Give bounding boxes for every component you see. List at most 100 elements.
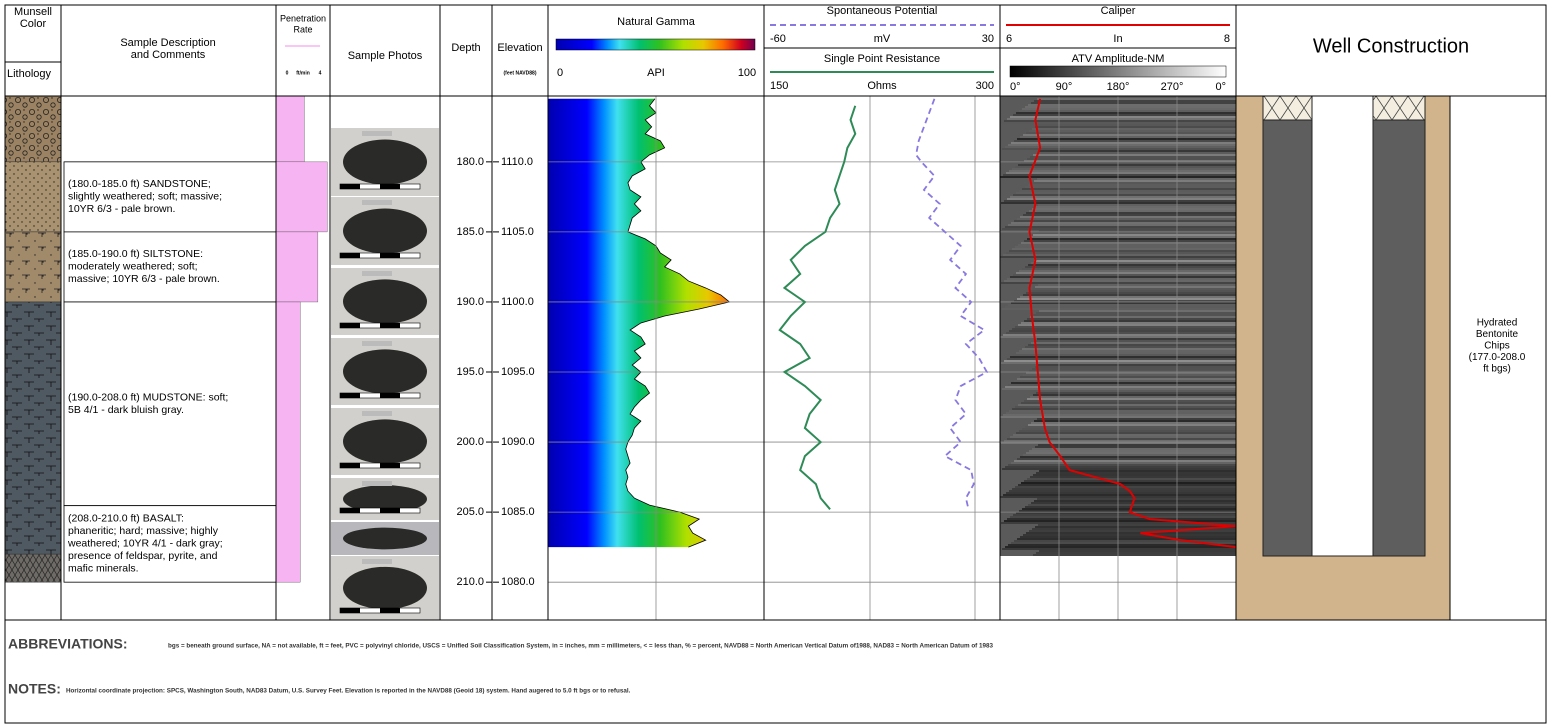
atv-stripe	[1010, 436, 1246, 438]
description-line: slightly weathered; soft; massive;	[68, 191, 222, 203]
atv-stripe	[1025, 426, 1261, 428]
atv-stripe	[1022, 348, 1258, 350]
well-annotation: Bentonite	[1476, 329, 1519, 340]
header-depth: Depth	[451, 42, 480, 54]
gamma-fill	[548, 99, 729, 547]
atv-stripe	[1015, 326, 1251, 328]
atv-stripe	[1033, 234, 1269, 236]
atv-stripe	[1010, 276, 1246, 278]
photo-label	[362, 131, 392, 136]
notes-text: Horizontal coordinate projection: SPCS, …	[66, 688, 631, 695]
atv-stripe	[1023, 214, 1259, 216]
pen-rate-bar	[276, 96, 304, 162]
sample-photo-rock	[343, 279, 427, 323]
atv-stripe	[1006, 492, 1242, 494]
atv-stripe	[1016, 352, 1252, 354]
surface-seal-hatch	[1373, 96, 1425, 120]
header-munsell: Munsell	[14, 6, 52, 18]
atv-stripe	[1029, 290, 1265, 292]
atv-stripe	[1032, 448, 1268, 450]
atv-stripe	[1031, 422, 1267, 424]
atv-stripe	[1012, 248, 1248, 250]
atv-stripe	[1023, 374, 1259, 376]
atv-stripe	[1027, 318, 1263, 320]
atv-stripe	[1003, 174, 1239, 176]
atv-stripe	[1003, 494, 1239, 496]
gamma-min: 0	[557, 67, 563, 79]
atv-stripe	[1017, 538, 1253, 540]
atv-stripe	[1005, 226, 1241, 228]
atv-stripe	[1034, 180, 1270, 182]
resistance-units: Ohms	[867, 80, 897, 92]
casing-right	[1373, 96, 1425, 556]
atv-stripe	[1027, 398, 1263, 400]
header-pen-rate: Penetration	[280, 13, 326, 23]
atv-stripe	[1012, 488, 1248, 490]
atv-stripe	[1025, 106, 1261, 108]
description-line: 10YR 6/3 - pale brown.	[68, 203, 175, 215]
depth-tick-label: 200.0	[456, 436, 484, 448]
atv-stripe	[1005, 306, 1241, 308]
atv-stripe	[1012, 328, 1248, 330]
atv-stripe	[1022, 508, 1258, 510]
atv-stripe	[1008, 304, 1244, 306]
description-line: (185.0-190.0 ft) SILTSTONE:	[68, 248, 203, 260]
atv-tick-label: 270°	[1161, 81, 1184, 93]
photo-scale	[340, 253, 360, 258]
atv-stripe	[1007, 438, 1243, 440]
photo-scale	[340, 608, 360, 613]
header-caliper: Caliper	[1101, 5, 1136, 17]
resistance-curve	[780, 106, 856, 510]
atv-stripe	[1008, 144, 1244, 146]
description-line: moderately weathered; soft;	[68, 261, 198, 273]
atv-stripe	[1001, 282, 1237, 284]
atv-stripe	[1014, 220, 1250, 222]
depth-tick-label: 210.0	[456, 576, 484, 588]
atv-stripe	[1009, 170, 1245, 172]
photo-label	[362, 411, 392, 416]
atv-stripe	[1004, 520, 1240, 522]
atv-stripe	[1003, 254, 1239, 256]
atv-stripe	[1033, 314, 1269, 316]
atv-stripe	[1020, 376, 1256, 378]
photo-scale	[380, 323, 400, 328]
header-gamma: Natural Gamma	[617, 16, 696, 28]
atv-stripe	[1026, 132, 1262, 134]
atv-stripe	[1019, 190, 1255, 192]
well-annotation: (177.0-208.0	[1469, 352, 1526, 363]
atv-stripe	[1015, 406, 1251, 408]
atv-stripe	[1034, 340, 1270, 342]
atv-stripe	[1013, 194, 1249, 196]
atv-stripe	[1030, 236, 1266, 238]
atv-stripe	[1001, 202, 1237, 204]
well-annotation: ft bgs)	[1483, 364, 1511, 375]
abbreviations-text: bgs = beneath ground surface, NA = not a…	[168, 643, 994, 650]
atv-stripe	[1013, 354, 1249, 356]
atv-stripe	[1011, 462, 1247, 464]
atv-stripe	[1019, 110, 1255, 112]
lithology-pattern	[5, 232, 61, 302]
atv-stripe	[1034, 260, 1270, 262]
atv-stripe	[1031, 502, 1267, 504]
atv-tick-label: 0°	[1010, 81, 1021, 93]
gamma-color-bar	[556, 39, 755, 50]
sample-photo-rock	[343, 140, 427, 185]
atv-stripe	[1019, 270, 1255, 272]
elevation-tick-label: 1100.0	[501, 296, 534, 308]
atv-stripe	[1018, 244, 1254, 246]
atv-stripe	[1015, 166, 1251, 168]
atv-stripe	[1020, 456, 1256, 458]
atv-stripe	[1028, 424, 1264, 426]
sample-photo-rock	[343, 528, 427, 550]
atv-stripe	[1018, 164, 1254, 166]
photo-label	[362, 341, 392, 346]
elevation-tick-label: 1110.0	[501, 156, 533, 168]
atv-stripe	[1020, 536, 1256, 538]
description-line: 5B 4/1 - dark bluish gray.	[68, 404, 184, 416]
atv-stripe	[1002, 468, 1238, 470]
atv-gray-bar	[1010, 66, 1226, 77]
atv-stripe	[1008, 384, 1244, 386]
atv-stripe	[1025, 266, 1261, 268]
atv-stripe	[1003, 414, 1239, 416]
atv-stripe	[1025, 186, 1261, 188]
